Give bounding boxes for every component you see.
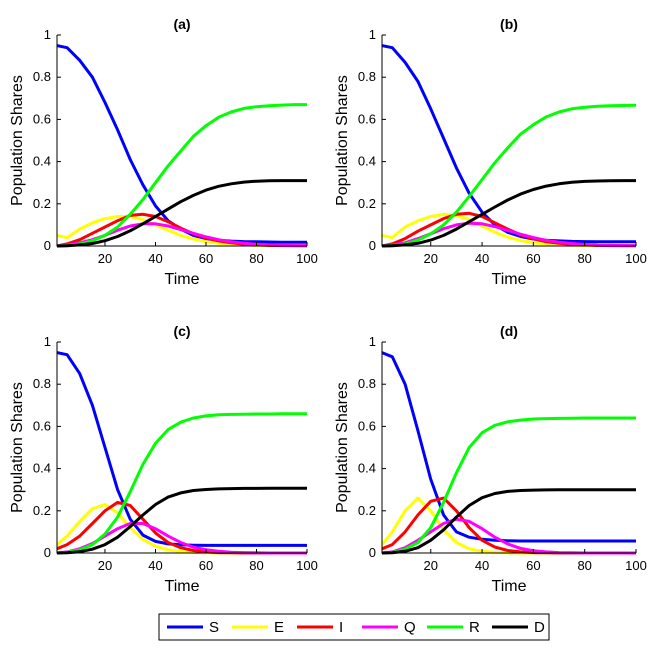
- y-tick-label: 0.4: [358, 154, 376, 169]
- series-line-R: [57, 103, 307, 248]
- axes: [381, 342, 636, 554]
- series-line-S: [57, 351, 307, 547]
- x-tick-label: 60: [526, 251, 540, 266]
- y-tick-label: 0.8: [358, 376, 376, 391]
- series-line-R: [382, 416, 636, 555]
- series-line-S: [382, 351, 636, 543]
- x-tick-label: 100: [625, 558, 647, 573]
- series-lines: [57, 351, 307, 555]
- legend-label-S: S: [209, 619, 219, 636]
- x-tick-label: 20: [98, 558, 112, 573]
- legend-label-I: I: [339, 619, 343, 636]
- axes: [381, 35, 636, 247]
- y-tick-label: 0.6: [358, 418, 376, 433]
- panel-3: 0 0.2 0.4 0.6 0.8 1 20 40 60 80 100 Time Population …: [334, 323, 647, 595]
- x-tick-label: 100: [296, 558, 318, 573]
- x-tick-label: 40: [148, 251, 162, 266]
- y-tick-label: 1: [369, 27, 376, 42]
- panel-2: 0 0.2 0.4 0.6 0.8 1 20 40 60 80 100 Time Population …: [9, 323, 318, 595]
- x-axis-label: Time: [165, 271, 200, 288]
- x-tick-label: 60: [199, 558, 213, 573]
- x-tick-label: 40: [475, 251, 489, 266]
- y-axis-label: Population Shares: [9, 75, 26, 206]
- x-tick-label: 80: [577, 558, 591, 573]
- x-tick-label: 20: [424, 251, 438, 266]
- x-tick-label: 80: [577, 251, 591, 266]
- x-tick-label: 80: [249, 558, 263, 573]
- series-lines: [57, 44, 307, 248]
- x-tick-label: 80: [249, 251, 263, 266]
- y-tick-label: 1: [369, 334, 376, 349]
- series-line-S: [57, 44, 307, 244]
- legend-label-Q: Q: [404, 619, 416, 636]
- y-tick-label: 0.2: [33, 196, 51, 211]
- y-axis-label: Population Shares: [334, 75, 351, 206]
- y-tick-label: 0.6: [33, 418, 51, 433]
- x-tick-label: 60: [526, 558, 540, 573]
- y-tick-label: 0: [44, 238, 51, 253]
- y-axis-label: Population Shares: [334, 382, 351, 513]
- x-tick-label: 100: [296, 251, 318, 266]
- y-tick-label: 0.6: [358, 111, 376, 126]
- x-tick-label: 20: [424, 558, 438, 573]
- legend-label-E: E: [274, 619, 284, 636]
- y-tick-label: 1: [44, 27, 51, 42]
- x-tick-label: 20: [98, 251, 112, 266]
- x-axis-label: Time: [492, 271, 527, 288]
- y-tick-label: 0.2: [33, 503, 51, 518]
- series-line-D: [57, 179, 307, 248]
- series-line-R: [57, 412, 307, 555]
- panel-1: 0 0.2 0.4 0.6 0.8 1 20 40 60 80 100 Time Population …: [334, 16, 647, 288]
- x-tick-label: 100: [625, 251, 647, 266]
- y-tick-label: 1: [44, 334, 51, 349]
- series-line-D: [57, 486, 307, 555]
- y-tick-label: 0.6: [33, 111, 51, 126]
- y-tick-label: 0.8: [33, 69, 51, 84]
- x-axis-label: Time: [492, 578, 527, 595]
- panel-0: 0 0.2 0.4 0.6 0.8 1 20 40 60 80 100 Time Population …: [9, 16, 318, 288]
- legend-label-D: D: [534, 619, 545, 636]
- y-tick-label: 0.4: [33, 461, 51, 476]
- y-tick-label: 0.4: [358, 461, 376, 476]
- series-lines: [382, 44, 636, 248]
- y-tick-label: 0.8: [358, 69, 376, 84]
- legend-label-R: R: [469, 619, 480, 636]
- panel-title: (c): [173, 323, 190, 339]
- y-tick-label: 0: [369, 238, 376, 253]
- series-line-R: [382, 103, 636, 248]
- legend-box: [158, 613, 550, 641]
- y-axis-label: Population Shares: [9, 382, 26, 513]
- y-tick-label: 0: [369, 545, 376, 560]
- series-line-D: [382, 179, 636, 248]
- panel-title: (a): [173, 16, 190, 32]
- panel-title: (d): [500, 323, 518, 339]
- y-tick-label: 0.2: [358, 196, 376, 211]
- y-tick-label: 0.4: [33, 154, 51, 169]
- x-tick-label: 40: [148, 558, 162, 573]
- series-line-D: [382, 488, 636, 555]
- x-axis-label: Time: [165, 578, 200, 595]
- y-tick-label: 0.2: [358, 503, 376, 518]
- series-lines: [382, 351, 636, 555]
- axes: [56, 35, 307, 247]
- y-tick-label: 0.8: [33, 376, 51, 391]
- y-tick-label: 0: [44, 545, 51, 560]
- x-tick-label: 40: [475, 558, 489, 573]
- panel-title: (b): [500, 16, 518, 32]
- series-line-S: [382, 44, 636, 244]
- x-tick-label: 60: [199, 251, 213, 266]
